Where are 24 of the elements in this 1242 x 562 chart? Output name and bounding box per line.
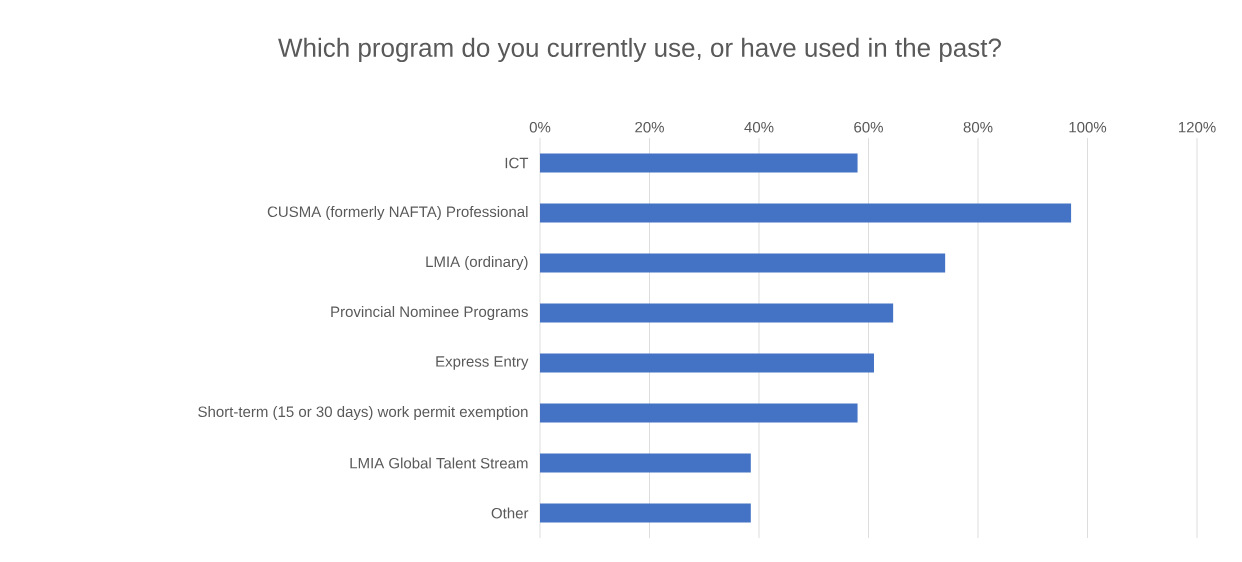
- y-tick-label: CUSMA (formerly NAFTA) Professional: [267, 206, 528, 220]
- x-tick-label: 20%: [635, 121, 664, 133]
- y-tick-label: ICT: [505, 157, 529, 169]
- bar: [540, 303, 894, 323]
- bar: [540, 253, 946, 273]
- bar: [540, 403, 858, 423]
- bar: [540, 203, 1072, 223]
- bar: [540, 503, 751, 523]
- bar: [540, 353, 874, 373]
- x-tick-label: 0%: [529, 121, 551, 133]
- x-tick-label: 60%: [854, 121, 883, 133]
- bar: [540, 153, 858, 173]
- x-tick-label: 100%: [1069, 121, 1107, 133]
- y-tick-label: LMIA (ordinary): [426, 256, 528, 270]
- x-tick-label: 80%: [963, 121, 993, 133]
- y-tick-label: LMIA Global Talent Stream: [350, 457, 528, 469]
- x-tick-label: 40%: [744, 121, 774, 133]
- y-tick-label: Other: [491, 507, 529, 519]
- y-tick-label: Short-term (15 or 30 days) work permit exemption: [198, 406, 528, 420]
- bar: [540, 453, 751, 473]
- y-tick-label: Express Entry: [436, 356, 529, 370]
- chart-title: Which program do you currently use, or have used in the past?: [278, 37, 1001, 63]
- x-tick-label: 120%: [1178, 121, 1216, 133]
- y-tick-label: Provincial Nominee Programs: [331, 306, 528, 320]
